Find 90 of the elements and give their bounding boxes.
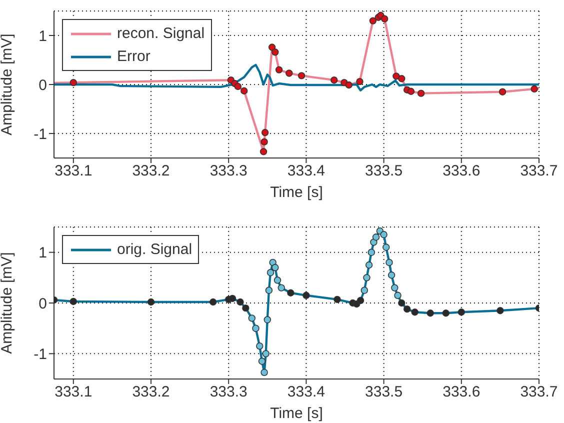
y-axis-title: Amplitude [mV] <box>0 34 16 136</box>
x-axis-title: Time [s] <box>270 184 323 201</box>
x-tick-label: 333.1 <box>54 384 92 401</box>
point <box>70 78 77 86</box>
point <box>272 48 279 56</box>
point <box>266 269 274 276</box>
point <box>302 292 310 299</box>
point <box>530 85 538 93</box>
point <box>298 72 306 80</box>
point <box>360 286 368 294</box>
point <box>356 296 364 304</box>
point <box>392 72 400 80</box>
point <box>417 90 425 97</box>
x-axis-title: Time [s] <box>270 405 323 422</box>
point <box>369 17 377 24</box>
point <box>334 296 341 304</box>
y-tick-label: 1 <box>38 244 47 262</box>
point <box>386 258 393 266</box>
point <box>261 128 269 136</box>
point <box>356 78 364 86</box>
point <box>391 284 398 292</box>
y-tick-label: 0 <box>38 295 47 312</box>
point <box>398 299 406 307</box>
point <box>372 234 380 241</box>
point <box>278 284 285 292</box>
x-tick-label: 333.6 <box>442 162 480 180</box>
point <box>368 248 375 256</box>
point <box>268 44 276 51</box>
x-tick-label: 333.7 <box>520 384 558 401</box>
x-tick-label: 333.2 <box>132 384 170 401</box>
point <box>498 88 506 96</box>
line-series <box>54 64 539 92</box>
x-tick-label: 333.4 <box>287 384 325 401</box>
point <box>388 272 396 279</box>
point <box>403 305 411 313</box>
point <box>394 292 402 299</box>
point <box>209 298 217 306</box>
point <box>363 274 370 282</box>
point <box>260 148 268 156</box>
point <box>258 358 266 365</box>
y-axis-title: Amplitude [mV] <box>0 252 16 354</box>
x-tick-label: 333.3 <box>210 162 248 180</box>
point <box>236 298 244 306</box>
x-tick-label: 333.1 <box>54 162 92 180</box>
point <box>234 82 242 90</box>
point <box>260 368 268 376</box>
point <box>248 314 256 322</box>
point <box>380 231 388 238</box>
y-tick-label: 0 <box>38 76 47 94</box>
point <box>330 76 338 84</box>
point <box>287 289 294 296</box>
x-tick-label: 333.4 <box>287 162 325 180</box>
legend-label: orig. Signal <box>117 241 192 258</box>
point <box>365 261 373 269</box>
point <box>407 88 415 95</box>
point <box>286 70 293 77</box>
point <box>252 324 260 332</box>
point <box>260 138 268 146</box>
y-tick-label: -1 <box>34 126 47 143</box>
point <box>458 308 465 316</box>
point <box>345 81 352 89</box>
x-tick-label: 333.7 <box>520 162 558 180</box>
point <box>426 310 434 317</box>
x-tick-label: 333.5 <box>365 384 403 401</box>
point <box>272 264 279 272</box>
y-tick-label: 1 <box>38 28 47 45</box>
x-tick-label: 333.6 <box>442 384 480 401</box>
point <box>411 308 418 316</box>
point <box>147 298 155 306</box>
point <box>398 75 406 82</box>
legend-label: Error <box>117 48 150 65</box>
point <box>275 66 283 74</box>
point <box>382 244 390 251</box>
point <box>262 350 270 358</box>
point <box>265 286 273 294</box>
legend-label: recon. Signal <box>117 25 205 42</box>
x-tick-label: 333.2 <box>132 162 170 180</box>
point <box>240 87 248 94</box>
point <box>70 298 77 306</box>
point <box>496 307 504 314</box>
point <box>442 310 450 317</box>
x-tick-label: 333.5 <box>365 162 403 180</box>
point <box>264 316 271 324</box>
point <box>228 294 236 302</box>
y-tick-label: -1 <box>34 346 47 363</box>
point <box>242 304 250 312</box>
x-tick-label: 333.3 <box>210 384 248 401</box>
point <box>256 342 264 350</box>
point <box>380 15 388 22</box>
point <box>274 276 282 284</box>
